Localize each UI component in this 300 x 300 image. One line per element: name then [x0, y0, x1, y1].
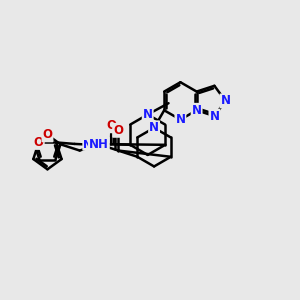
- Text: NH: NH: [89, 138, 109, 151]
- Text: N: N: [192, 104, 202, 117]
- Text: O: O: [113, 124, 123, 137]
- Text: O: O: [34, 136, 44, 149]
- Text: O: O: [43, 128, 52, 141]
- Text: N: N: [149, 121, 159, 134]
- Text: NH: NH: [83, 140, 102, 150]
- Text: N: N: [143, 108, 153, 121]
- Text: N: N: [176, 113, 185, 126]
- Text: N: N: [220, 94, 230, 107]
- Text: N: N: [209, 110, 219, 123]
- Text: O: O: [106, 119, 116, 132]
